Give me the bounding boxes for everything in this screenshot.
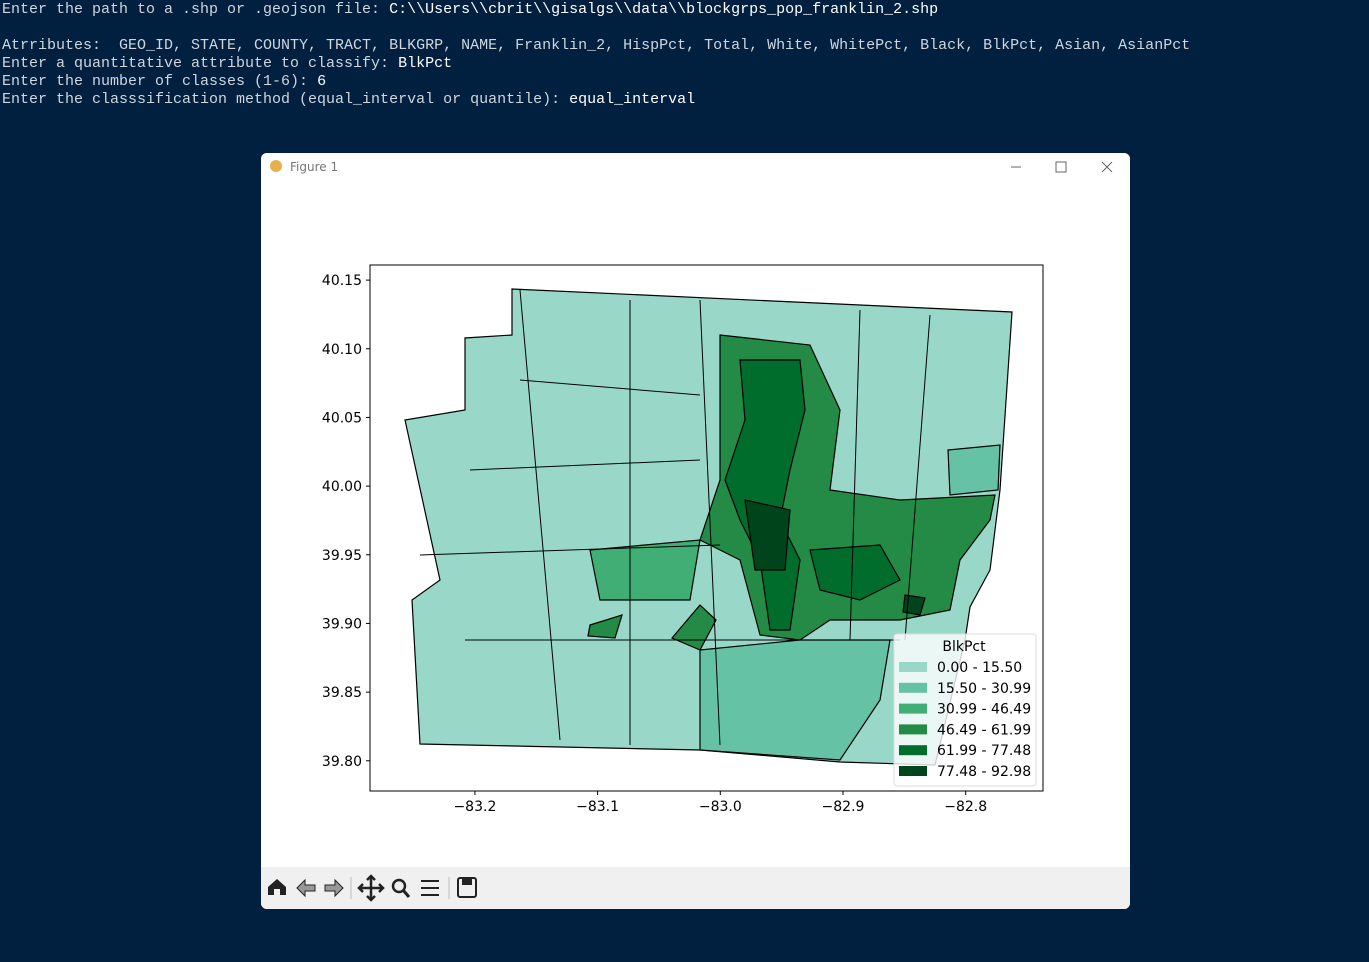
- maximize[interactable]: [1055, 161, 1067, 173]
- save-button[interactable]: [457, 877, 477, 898]
- window-title: Figure 1: [290, 160, 339, 174]
- map-region: [947, 444, 1001, 496]
- legend-swatch: [899, 662, 927, 672]
- prompt: Enter a quantitative attribute to classi…: [2, 55, 399, 72]
- y-tick-label: 39.95: [322, 548, 362, 564]
- toolbar-icons: [268, 874, 477, 902]
- legend-label: 77.48 - 92.98: [937, 764, 1031, 780]
- close[interactable]: [1101, 161, 1113, 173]
- legend-label: 30.99 - 46.49: [937, 702, 1031, 718]
- toolbar: [261, 867, 1130, 909]
- terminal-line: Enter the classsification method (equal_…: [2, 91, 1190, 109]
- y-tick-label: 40.15: [322, 273, 362, 289]
- boundary: [519, 379, 701, 396]
- prompt: Atrributes: GEO_ID, STATE, COUNTY, TRACT…: [2, 37, 1191, 54]
- x-tick-label: −83.0: [699, 799, 742, 815]
- y-tick-label: 40.00: [322, 479, 362, 495]
- map-region: [744, 499, 791, 571]
- x-tick-label: −83.1: [576, 799, 619, 815]
- legend-swatch: [899, 745, 927, 756]
- plot: −83.2 −83.1 −83.0 −82.9 −82.8 40.15 40.10 40.05…: [322, 264, 1044, 815]
- user-input: C:\\Users\\cbrit\\gisalgs\\data\\blockgr…: [389, 1, 939, 18]
- boundary: [469, 459, 701, 471]
- boundary: [699, 299, 721, 746]
- zoom-button[interactable]: [391, 878, 407, 894]
- terminal-line: Enter the path to a .shp or .geojson fil…: [2, 1, 1190, 19]
- configure-button[interactable]: [421, 880, 439, 896]
- figure-window: Figure 1 −83.2 −83.1 −83.0 −82.9 −82.8 40.15 4…: [261, 153, 1130, 909]
- legend-label: 15.50 - 30.99: [937, 681, 1031, 697]
- legend-box: [893, 633, 1037, 787]
- x-tick-label: −82.8: [944, 799, 987, 815]
- map-region: [589, 539, 701, 601]
- pan-button[interactable]: [357, 874, 385, 902]
- boundary: [849, 309, 861, 641]
- y-tick-label: 40.10: [322, 342, 362, 358]
- save-icon-part: [462, 879, 472, 885]
- axes-frame: [369, 264, 1044, 792]
- terminal-line: Enter the number of classes (1-6): 6: [2, 73, 1190, 91]
- legend-label: 0.00 - 15.50: [937, 660, 1022, 676]
- title-icons: [270, 160, 1113, 173]
- forward-button[interactable]: [324, 878, 344, 898]
- legend-swatch: [899, 724, 927, 735]
- boundary: [419, 544, 721, 556]
- terminal-line: Enter a quantitative attribute to classi…: [2, 55, 1190, 73]
- legend-swatch: [899, 766, 927, 776]
- map-region: [809, 544, 901, 601]
- back-button[interactable]: [296, 878, 316, 898]
- x-tick-label: −82.9: [822, 799, 865, 815]
- legend-label: 61.99 - 77.48: [937, 743, 1031, 759]
- terminal-line: Atrributes: GEO_ID, STATE, COUNTY, TRACT…: [2, 37, 1190, 55]
- prompt: Enter the path to a .shp or .geojson fil…: [2, 1, 390, 18]
- user-input: BlkPct: [398, 55, 453, 72]
- boundary: [904, 314, 931, 641]
- map-region: [587, 614, 623, 639]
- terminal: Enter the path to a .shp or .geojson fil…: [2, 1, 1190, 109]
- y-tick-label: 39.85: [322, 685, 362, 701]
- y-tick-label: 39.90: [322, 616, 362, 632]
- home-button[interactable]: [268, 879, 286, 895]
- y-tick-label: 39.80: [322, 754, 362, 770]
- zoom-handle: [401, 889, 411, 898]
- boundary: [519, 289, 561, 741]
- x-tick-label: −83.2: [453, 799, 496, 815]
- app-icon: [270, 160, 282, 172]
- prompt: Enter the classsification method (equal_…: [2, 91, 570, 108]
- prompt: Enter the number of classes (1-6):: [2, 73, 318, 90]
- user-input: equal_interval: [569, 91, 696, 108]
- legend-title: BlkPct: [942, 639, 986, 655]
- title-bar: Figure 1: [261, 153, 1130, 183]
- legend-swatch: [899, 703, 927, 714]
- map-region: [671, 604, 717, 651]
- y-tick-label: 40.05: [322, 410, 362, 426]
- legend-label: 46.49 - 61.99: [937, 722, 1031, 738]
- legend-swatch: [899, 682, 927, 693]
- user-input: 6: [317, 73, 327, 90]
